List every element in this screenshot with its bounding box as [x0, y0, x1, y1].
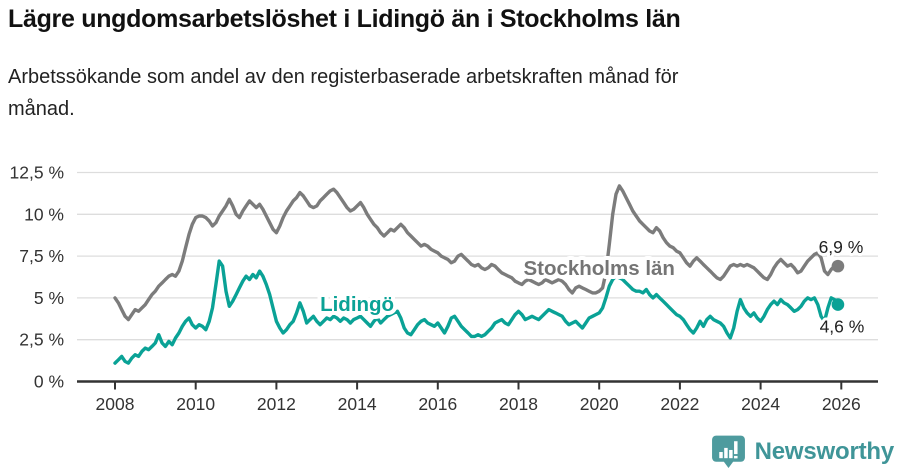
- line-liding-: [113, 259, 840, 365]
- x-tick-label: 2022: [660, 394, 699, 414]
- line-stockholms-l-n: [113, 184, 840, 322]
- series-end-dot: [831, 259, 845, 273]
- bar-chart-pin-icon: [711, 435, 745, 468]
- y-tick-label: 7,5 %: [19, 246, 64, 266]
- x-tick-label: 2014: [338, 394, 377, 414]
- end-value-label: 6,9 %: [819, 237, 864, 257]
- brand-name: Newsworthy: [754, 437, 895, 465]
- y-tick-label: 10 %: [24, 204, 64, 224]
- end-value-label: 4,6 %: [820, 317, 865, 337]
- series-label: Lidingö: [320, 293, 394, 316]
- page-title: Lägre ungdomsarbetslöshet i Lidingö än i…: [8, 5, 681, 33]
- y-tick-label: 2,5 %: [19, 330, 64, 350]
- x-tick-label: 2024: [741, 394, 780, 414]
- x-tick-label: 2026: [822, 394, 861, 414]
- x-tick-label: 2008: [96, 394, 135, 414]
- y-tick-label: 0 %: [34, 372, 64, 392]
- x-tick-label: 2020: [580, 394, 619, 414]
- page-header: Lägre ungdomsarbetslöshet i Lidingö än i…: [8, 4, 888, 125]
- series-end-dot: [831, 298, 845, 311]
- y-tick-label: 12,5 %: [10, 163, 64, 183]
- x-tick-label: 2016: [418, 394, 457, 414]
- x-tick-label: 2018: [499, 394, 538, 414]
- y-tick-label: 5 %: [34, 288, 64, 308]
- newsworthy-logo[interactable]: Newsworthy: [710, 433, 894, 470]
- series-label: Stockholms län: [523, 257, 675, 280]
- x-tick-label: 2010: [176, 394, 215, 414]
- page-subtitle: Arbetssökande som andel av den registerb…: [8, 66, 679, 121]
- x-tick-label: 2012: [257, 394, 296, 414]
